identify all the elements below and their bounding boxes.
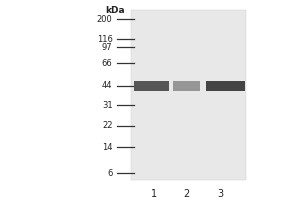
Bar <box>172 81 200 91</box>
Text: 6: 6 <box>107 168 112 178</box>
Text: kDa: kDa <box>105 6 124 15</box>
Text: 66: 66 <box>102 58 112 68</box>
Bar <box>134 81 169 91</box>
Text: 1: 1 <box>152 189 158 199</box>
Text: 200: 200 <box>97 15 112 23</box>
Text: 14: 14 <box>102 142 112 152</box>
Text: 22: 22 <box>102 121 112 130</box>
Text: 3: 3 <box>218 189 224 199</box>
Text: 31: 31 <box>102 100 112 110</box>
Bar <box>130 10 246 180</box>
Bar <box>206 81 244 91</box>
Text: 44: 44 <box>102 81 112 90</box>
Text: 97: 97 <box>102 43 112 51</box>
Text: 116: 116 <box>97 34 112 44</box>
Text: 2: 2 <box>183 189 189 199</box>
